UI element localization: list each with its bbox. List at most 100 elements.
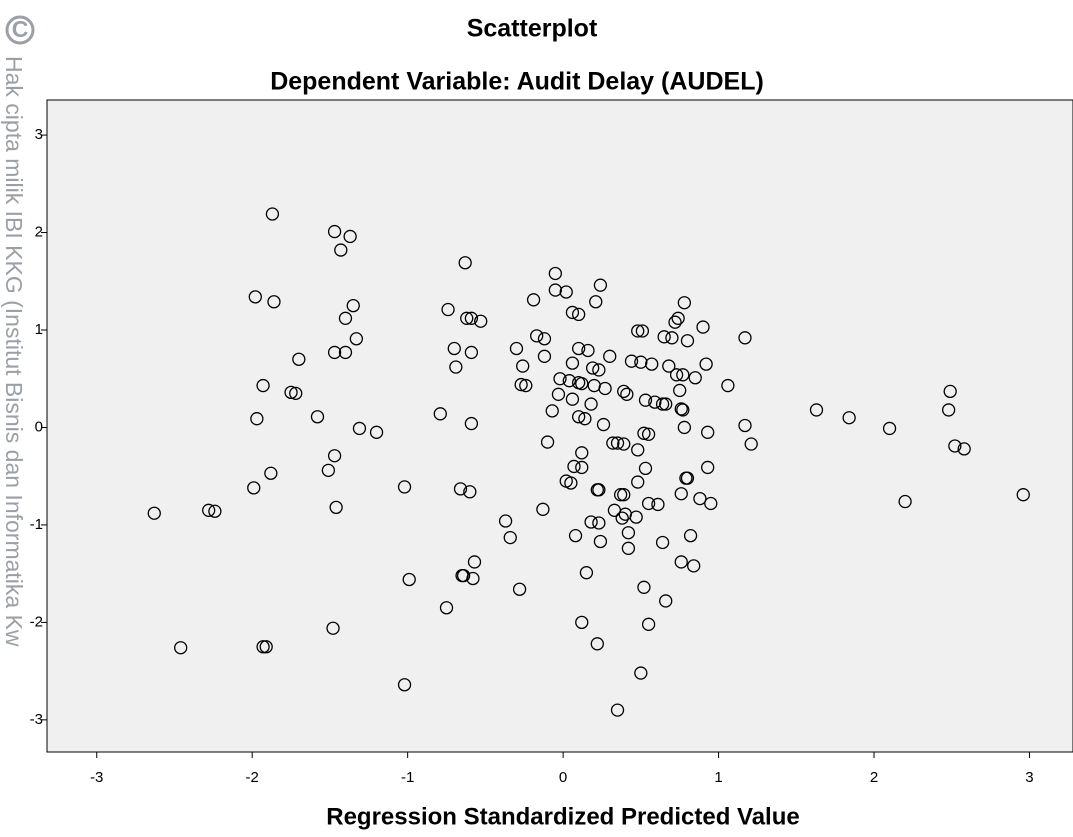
point bbox=[514, 377, 528, 392]
x-tick-label: 0 bbox=[559, 769, 567, 786]
point bbox=[458, 256, 472, 270]
point bbox=[327, 449, 342, 463]
point bbox=[592, 516, 606, 530]
point bbox=[441, 302, 455, 317]
point bbox=[680, 471, 695, 485]
point bbox=[1016, 488, 1030, 502]
point bbox=[634, 666, 648, 680]
point bbox=[402, 572, 416, 587]
point bbox=[327, 224, 342, 239]
point bbox=[349, 332, 364, 346]
point bbox=[456, 568, 471, 583]
point bbox=[621, 541, 636, 555]
y-tick-label: -1 bbox=[30, 516, 43, 533]
point bbox=[579, 566, 594, 580]
point bbox=[624, 354, 639, 368]
point bbox=[567, 459, 581, 474]
point bbox=[617, 488, 631, 502]
point bbox=[581, 343, 595, 358]
x-tick-label: 2 bbox=[870, 769, 878, 786]
point bbox=[738, 418, 752, 433]
point bbox=[676, 403, 690, 417]
point bbox=[665, 331, 679, 345]
point bbox=[634, 355, 648, 369]
point bbox=[343, 229, 357, 244]
x-axis-label: Regression Standardized Predicted Value bbox=[326, 803, 799, 830]
point bbox=[575, 615, 589, 630]
point bbox=[329, 500, 343, 515]
point bbox=[659, 397, 673, 411]
point bbox=[466, 571, 480, 586]
point bbox=[655, 535, 670, 550]
point bbox=[536, 502, 550, 516]
point bbox=[635, 324, 650, 338]
point bbox=[898, 494, 912, 509]
point bbox=[593, 278, 608, 292]
point bbox=[256, 640, 270, 654]
point bbox=[565, 305, 580, 320]
point bbox=[578, 412, 592, 426]
point bbox=[593, 534, 608, 549]
plot-area bbox=[46, 99, 1073, 753]
point bbox=[668, 315, 682, 329]
point bbox=[620, 387, 634, 401]
chart-subtitle: Dependent Variable: Audit Delay (AUDEL) bbox=[270, 68, 764, 96]
point bbox=[540, 435, 555, 449]
point bbox=[575, 460, 589, 475]
point bbox=[463, 485, 477, 499]
point bbox=[603, 349, 617, 363]
point bbox=[645, 357, 659, 371]
point bbox=[202, 503, 216, 517]
point bbox=[638, 461, 653, 476]
point bbox=[584, 397, 598, 411]
watermark-circle bbox=[5, 15, 35, 45]
point bbox=[669, 368, 684, 382]
point bbox=[548, 266, 562, 281]
point bbox=[338, 311, 353, 325]
point bbox=[676, 368, 690, 382]
point bbox=[464, 416, 479, 431]
point bbox=[629, 510, 643, 524]
y-tick-label: 2 bbox=[35, 224, 43, 241]
point bbox=[553, 372, 567, 386]
point bbox=[631, 443, 645, 457]
point bbox=[948, 439, 962, 453]
point bbox=[334, 243, 348, 257]
point bbox=[641, 427, 656, 441]
point bbox=[592, 483, 606, 497]
point bbox=[564, 476, 578, 490]
y-tick-label: 1 bbox=[35, 321, 43, 338]
point bbox=[655, 397, 670, 411]
x-tick-label: 1 bbox=[714, 769, 722, 786]
point bbox=[699, 357, 713, 371]
point bbox=[631, 475, 645, 489]
point bbox=[247, 481, 261, 495]
point bbox=[584, 515, 598, 529]
point bbox=[572, 341, 586, 356]
y-tick-label: -2 bbox=[30, 613, 43, 630]
watermark-text: Hak cipta milik IBI KKG (Institut Bisnis… bbox=[1, 56, 27, 647]
point bbox=[701, 460, 715, 475]
point bbox=[701, 425, 715, 439]
point bbox=[590, 637, 604, 651]
point bbox=[447, 341, 461, 356]
point bbox=[397, 678, 412, 692]
point bbox=[572, 307, 586, 322]
point bbox=[208, 504, 222, 518]
point bbox=[326, 621, 340, 635]
point bbox=[512, 582, 527, 596]
point bbox=[744, 437, 758, 451]
point bbox=[565, 356, 580, 370]
point bbox=[562, 374, 576, 388]
point bbox=[530, 329, 544, 343]
chart-title: Scatterplot bbox=[467, 15, 598, 43]
point bbox=[572, 410, 586, 424]
point bbox=[259, 640, 273, 654]
point bbox=[327, 345, 342, 360]
point bbox=[882, 421, 897, 436]
point bbox=[704, 496, 718, 511]
point bbox=[641, 617, 656, 631]
point bbox=[696, 320, 710, 334]
point bbox=[592, 363, 606, 377]
point bbox=[651, 497, 665, 512]
